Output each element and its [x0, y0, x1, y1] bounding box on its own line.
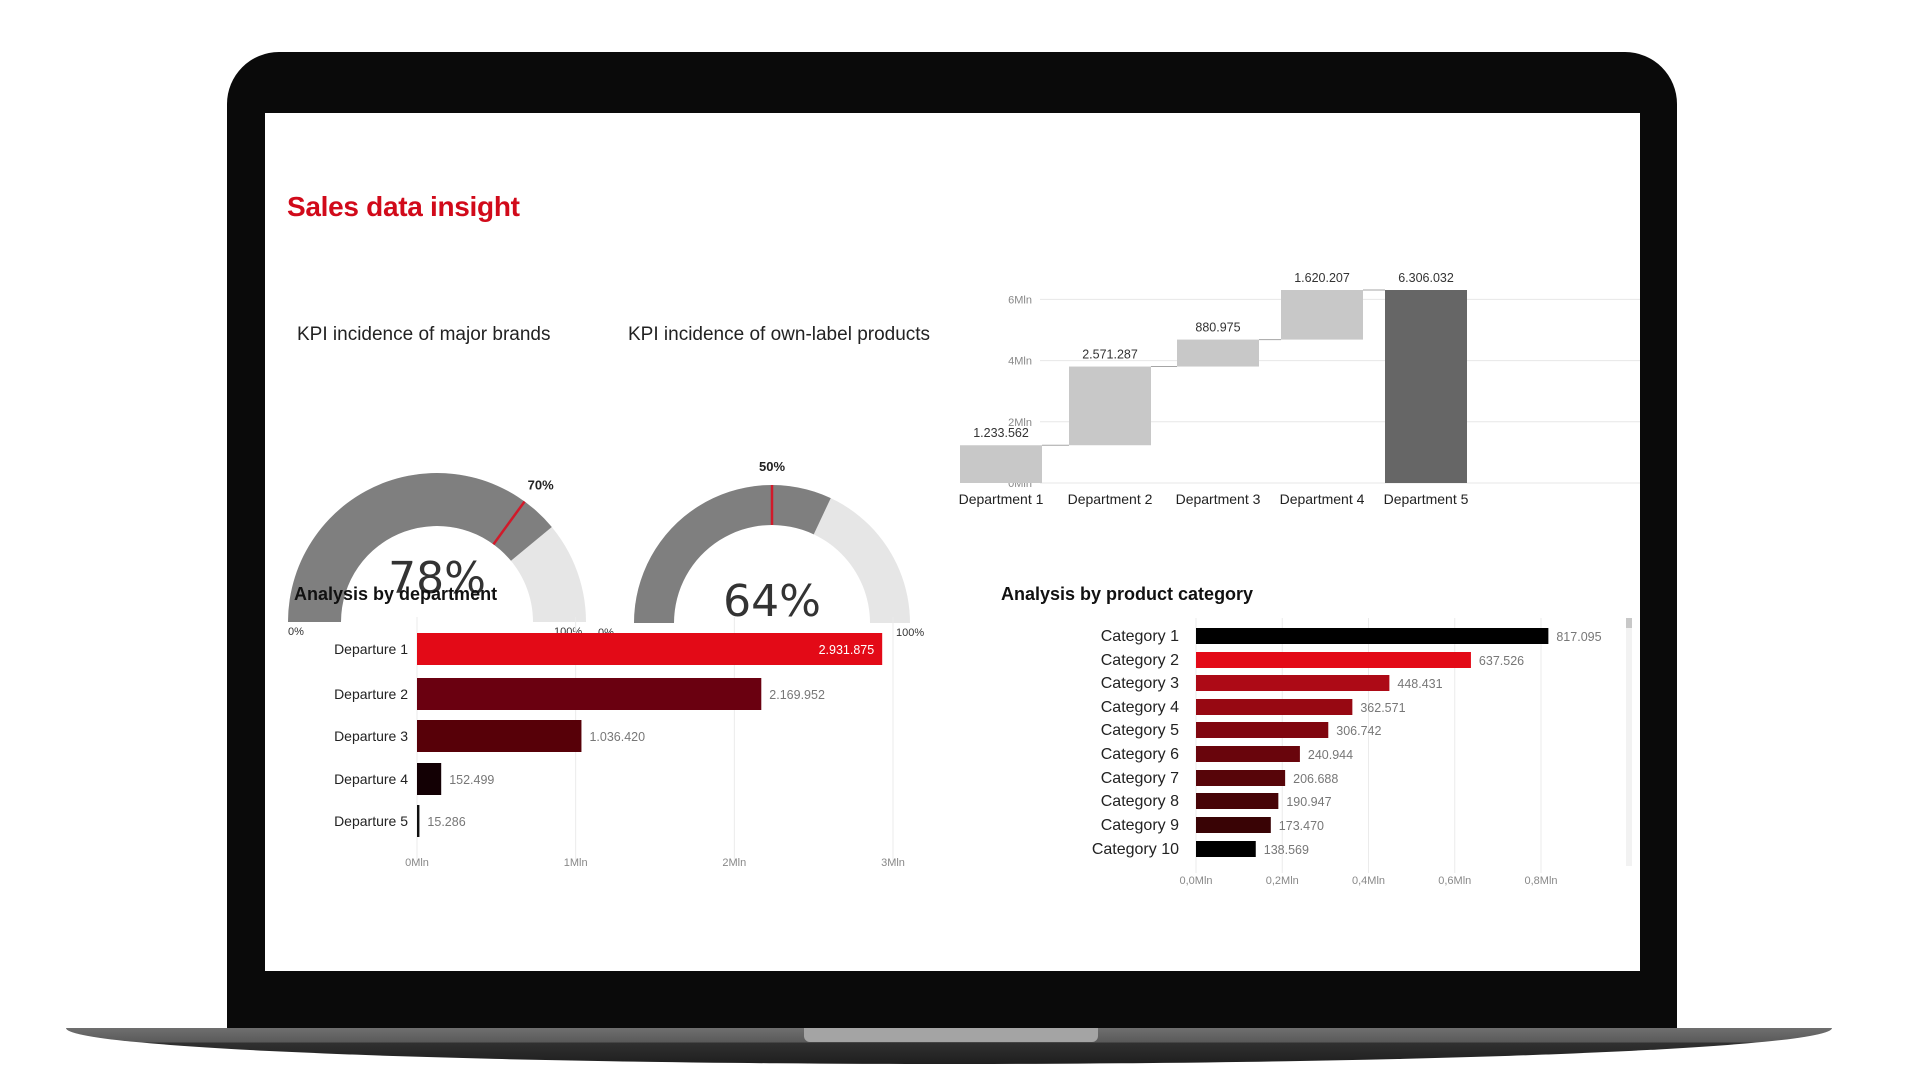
dept-category-label: Departure 5 — [334, 813, 408, 829]
waterfall-bar[interactable] — [960, 445, 1042, 483]
cat-x-tick-label: 0,0Mln — [1179, 875, 1212, 887]
cat-bar[interactable] — [1196, 675, 1390, 691]
waterfall-bar[interactable] — [1069, 366, 1151, 446]
waterfall-value-label: 2.571.287 — [1082, 348, 1138, 362]
waterfall-category-label: Department 5 — [1384, 491, 1469, 507]
dept-value-label: 152.499 — [449, 773, 494, 787]
cat-bar[interactable] — [1196, 770, 1286, 786]
cat-value-label: 240.944 — [1308, 748, 1353, 762]
dashboard-screen: Sales data insight KPI incidence of majo… — [265, 113, 1640, 971]
cat-category-label: Category 7 — [1101, 770, 1179, 787]
cat-value-label: 448.431 — [1397, 677, 1442, 691]
waterfall-bar[interactable] — [1281, 290, 1363, 340]
dept-bar[interactable] — [417, 678, 762, 710]
waterfall-value-label: 1.620.207 — [1294, 271, 1350, 285]
cat-category-label: Category 3 — [1101, 675, 1179, 692]
cat-value-label: 637.526 — [1479, 654, 1524, 668]
gauge-value: 78% — [388, 553, 486, 604]
gauge-value-arc — [288, 473, 552, 622]
cat-value-label: 306.742 — [1336, 724, 1381, 738]
waterfall-value-label: 880.975 — [1195, 321, 1240, 335]
dept-x-tick-label: 0Mln — [405, 857, 429, 869]
dept-value-label: 15.286 — [427, 815, 465, 829]
cat-category-label: Category 9 — [1101, 817, 1179, 834]
waterfall-category-label: Department 3 — [1176, 491, 1261, 507]
dept-bar[interactable] — [417, 633, 883, 665]
gauge-major-brands: 70% 78% 0% 100% — [288, 473, 586, 638]
cat-bar[interactable] — [1196, 628, 1549, 644]
gauge-title-own-label: KPI incidence of own-label products — [628, 324, 931, 345]
dept-category-label: Departure 2 — [334, 686, 408, 702]
dept-x-tick-label: 2Mln — [722, 857, 746, 869]
waterfall-bar[interactable] — [1385, 290, 1467, 483]
cat-bar[interactable] — [1196, 817, 1271, 833]
gauge-own-label: 50% 64% 0% 100% — [598, 459, 924, 639]
cat-bar[interactable] — [1196, 793, 1279, 809]
category-bar-chart: 0,0Mln 0,2Mln 0,4Mln 0,6Mln 0,8Mln Category 1… — [1092, 618, 1602, 887]
gauge-min-label: 0% — [288, 626, 304, 638]
cat-value-label: 173.470 — [1279, 819, 1324, 833]
gauge-value: 64% — [723, 576, 821, 627]
cat-category-label: Category 5 — [1101, 722, 1179, 739]
dept-value-label: 2.931.875 — [819, 643, 875, 657]
cat-category-label: Category 8 — [1101, 793, 1179, 810]
category-scrollbar-thumb[interactable] — [1626, 618, 1632, 628]
page-title: Sales data insight — [287, 191, 520, 222]
waterfall-y-tick-label: 4Mln — [1008, 356, 1032, 368]
cat-value-label: 206.688 — [1293, 772, 1338, 786]
waterfall-category-label: Department 4 — [1280, 491, 1365, 507]
dept-bar[interactable] — [417, 720, 582, 752]
department-bar-chart: 0Mln 1Mln 2Mln 3Mln Departure 1 2.931.875 Depa… — [334, 617, 905, 869]
cat-bar[interactable] — [1196, 652, 1471, 668]
section-title-category: Analysis by product category — [1001, 584, 1254, 604]
gauge-target-label: 50% — [759, 459, 785, 474]
waterfall-category-label: Department 2 — [1068, 491, 1153, 507]
dept-category-label: Departure 1 — [334, 641, 408, 657]
dept-x-tick-label: 1Mln — [564, 857, 588, 869]
cat-bar[interactable] — [1196, 841, 1256, 857]
dept-value-label: 2.169.952 — [769, 688, 825, 702]
cat-bar[interactable] — [1196, 722, 1329, 738]
gauge-target-line — [492, 500, 526, 546]
gauge-title-major-brands: KPI incidence of major brands — [297, 324, 551, 345]
gauge-target-label: 70% — [528, 478, 554, 493]
dept-bar[interactable] — [417, 763, 442, 795]
dept-value-label: 1.036.420 — [589, 730, 645, 744]
cat-category-label: Category 1 — [1101, 628, 1179, 645]
dept-category-label: Departure 4 — [334, 771, 408, 787]
waterfall-value-label: 6.306.032 — [1398, 271, 1454, 285]
cat-bar[interactable] — [1196, 746, 1300, 762]
waterfall-value-label: 1.233.562 — [973, 426, 1029, 440]
cat-value-label: 190.947 — [1286, 795, 1331, 809]
dept-category-label: Departure 3 — [334, 728, 408, 744]
cat-category-label: Category 2 — [1101, 652, 1179, 669]
gauge-value-arc — [634, 484, 831, 623]
gauge-max-label: 100% — [896, 627, 924, 639]
cat-x-tick-label: 0,2Mln — [1266, 875, 1299, 887]
cat-value-label: 817.095 — [1556, 630, 1601, 644]
section-title-department: Analysis by department — [294, 584, 498, 604]
cat-category-label: Category 10 — [1092, 841, 1179, 858]
cat-category-label: Category 4 — [1101, 699, 1179, 716]
waterfall-bar[interactable] — [1177, 339, 1259, 367]
dept-bar[interactable] — [417, 805, 420, 837]
laptop-notch — [804, 1028, 1098, 1042]
cat-x-tick-label: 0,8Mln — [1524, 875, 1557, 887]
cat-value-label: 138.569 — [1264, 843, 1309, 857]
cat-x-tick-label: 0,4Mln — [1352, 875, 1385, 887]
waterfall-category-label: Department 1 — [959, 491, 1044, 507]
cat-value-label: 362.571 — [1360, 701, 1405, 715]
cat-x-tick-label: 0,6Mln — [1438, 875, 1471, 887]
cat-bar[interactable] — [1196, 699, 1353, 715]
cat-category-label: Category 6 — [1101, 746, 1179, 763]
waterfall-y-tick-label: 2Mln — [1008, 417, 1032, 429]
category-scrollbar[interactable] — [1626, 618, 1632, 866]
dept-x-tick-label: 3Mln — [881, 857, 905, 869]
waterfall-y-tick-label: 6Mln — [1008, 294, 1032, 306]
